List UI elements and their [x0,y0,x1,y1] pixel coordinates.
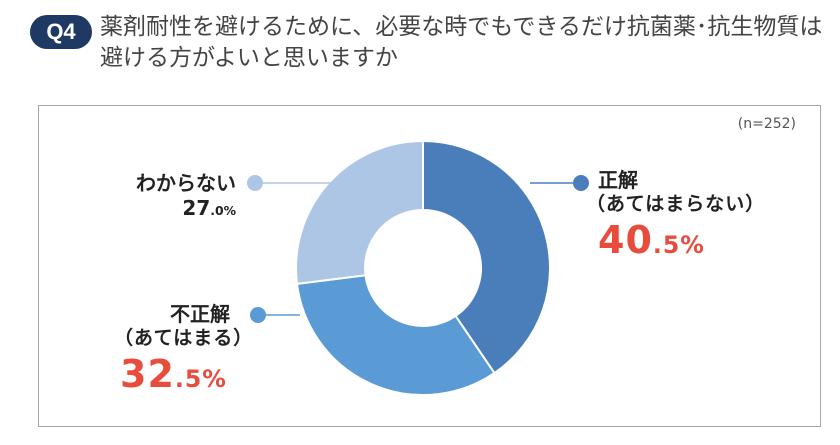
label-incorrect-sub: （あてはまる） [114,327,254,349]
leader-dot-correct [573,175,589,191]
label-correct: 正解 （あてはまらない） 40.5% [586,168,765,264]
slice-correct [422,139,551,375]
label-unknown-name: わからない [136,171,236,195]
question-badge: Q4 [30,15,92,49]
label-correct-sub: （あてはまらない） [586,193,766,215]
label-correct-percent: 40.5% [598,217,705,262]
question-text: 薬剤耐性を避けるために、必要な時でもできるだけ抗菌薬･抗生物質は避ける方がよいと… [100,14,823,71]
label-incorrect: 不正解 （あてはまる） 32.5% [114,302,253,398]
slice-unknown [295,139,424,286]
chart-frame: (n=252) [38,105,821,427]
label-unknown-percent: 27.0% [182,196,236,220]
label-correct-name: 正解 [598,168,638,192]
label-incorrect-percent: 32.5% [120,351,227,396]
label-unknown: わからない 27.0% [124,171,236,221]
label-incorrect-name: 不正解 [170,302,230,326]
sample-size-note: (n=252) [737,116,796,132]
leader-dot-unknown [247,175,263,191]
leader-dot-incorrect [250,307,266,323]
slice-incorrect [295,274,496,396]
